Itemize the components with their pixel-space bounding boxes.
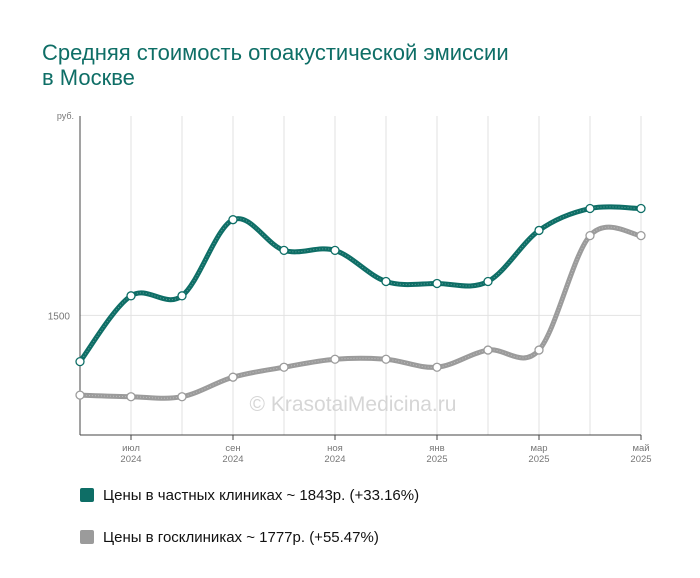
data-point-private [585, 203, 595, 214]
data-point-private [279, 245, 289, 256]
data-point-public [636, 230, 646, 241]
watermark: © KrasotaiMedicina.ru [250, 393, 457, 416]
data-point-public [483, 345, 493, 355]
x-tick-label: 2025 [630, 454, 651, 465]
y-tick-label: 1500 [48, 311, 71, 322]
chart-title-line-1: Средняя стоимость отоакустической эмисси… [42, 40, 509, 65]
legend-item-private: Цены в частных клиниках ~ 1843р. (+33.16… [80, 484, 419, 506]
legend-label-public: Цены в госклиниках ~ 1777р. (+55.47%) [103, 528, 379, 546]
data-point-public [177, 392, 187, 402]
data-point-private [75, 356, 85, 367]
x-tick-label: сен [225, 443, 240, 454]
x-tick-label: 2024 [222, 454, 243, 465]
legend-swatch-private [80, 488, 94, 502]
series-line-private [77, 204, 644, 365]
data-point-public [432, 362, 442, 372]
data-point-private [483, 276, 493, 287]
data-point-public [534, 345, 544, 355]
data-point-private [381, 276, 391, 287]
line-chart: 1500руб.июл2024сен2024ноя2024янв2025мар2… [48, 111, 652, 465]
data-point-public [330, 354, 340, 364]
series-line-texture-private [79, 206, 642, 362]
data-point-public [279, 362, 289, 372]
series-line-texture-public [79, 226, 642, 399]
data-point-private [432, 278, 442, 289]
x-tick-label: июл [122, 443, 140, 454]
data-point-private [177, 291, 187, 301]
legend-item-public: Цены в госклиниках ~ 1777р. (+55.47%) [80, 526, 419, 548]
data-point-public [126, 392, 136, 402]
x-tick-label: 2025 [426, 454, 447, 465]
x-tick-label: ноя [327, 443, 343, 454]
y-axis-unit-label: руб. [57, 111, 74, 121]
data-point-private [636, 203, 646, 214]
chart-title: Средняя стоимость отоакустической эмисси… [42, 40, 642, 90]
legend-label-private: Цены в частных клиниках ~ 1843р. (+33.16… [103, 486, 420, 504]
x-tick-label: 2025 [528, 454, 549, 465]
x-tick-label: 2024 [120, 454, 141, 465]
x-tick-label: 2024 [324, 454, 345, 465]
data-point-private [126, 291, 136, 301]
data-point-private [330, 245, 340, 256]
data-point-private [228, 215, 238, 225]
chart-title-line-2: в Москве [42, 65, 135, 90]
x-tick-label: янв [429, 443, 444, 454]
data-point-public [75, 390, 85, 400]
chart-legend: Цены в частных клиниках ~ 1843р. (+33.16… [80, 484, 419, 568]
x-tick-label: мар [530, 443, 547, 454]
data-point-public [381, 354, 391, 364]
data-point-private [534, 225, 544, 236]
data-point-public [585, 230, 595, 241]
legend-swatch-public [80, 530, 94, 544]
x-tick-label: май [632, 443, 649, 454]
data-point-public [228, 372, 238, 382]
